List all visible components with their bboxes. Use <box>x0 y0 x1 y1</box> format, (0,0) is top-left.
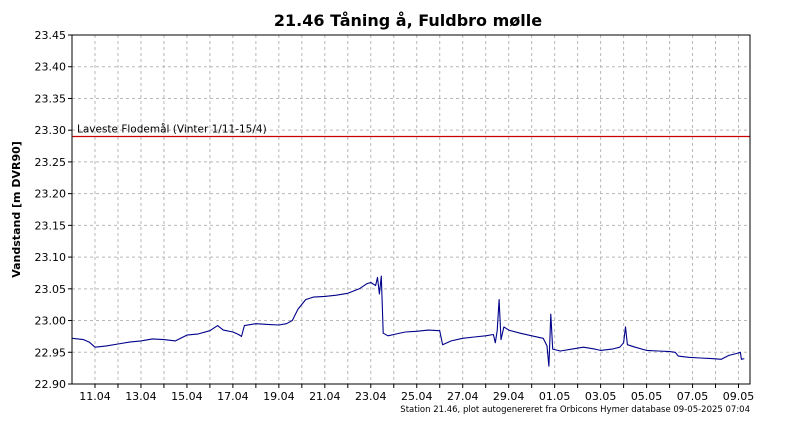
series-group <box>71 275 745 367</box>
reference-line-label: Laveste Flodemål (Vinter 1/11-15/4) <box>77 123 267 136</box>
x-tick-label: 01.05 <box>539 390 571 403</box>
x-tick-label: 03.05 <box>585 390 617 403</box>
y-tick-label: 22.95 <box>35 346 67 359</box>
y-tick-label: 23.15 <box>35 219 67 232</box>
x-tick-label: 09.05 <box>723 390 755 403</box>
y-tick-label: 23.30 <box>35 124 67 137</box>
x-tick-label: 13.04 <box>125 390 157 403</box>
y-tick-label: 23.05 <box>35 283 67 296</box>
y-tick-label: 23.00 <box>35 315 67 328</box>
x-tick-label: 29.04 <box>493 390 525 403</box>
x-tick-label: 23.04 <box>355 390 387 403</box>
y-tick-label: 23.35 <box>35 92 67 105</box>
reference-line-group: Laveste Flodemål (Vinter 1/11-15/4) <box>72 123 750 138</box>
x-tick-label: 21.04 <box>309 390 341 403</box>
x-tick-label: 07.05 <box>677 390 709 403</box>
series-line <box>71 275 745 367</box>
y-axis-label: Vandstand [m DVR90] <box>10 141 23 278</box>
y-tick-label: 23.10 <box>35 251 67 264</box>
y-axis-ticks: 22.90 22.95 23.00 23.05 23.10 23.15 23.20 23.25… <box>35 29 72 391</box>
x-tick-label: 27.04 <box>447 390 479 403</box>
y-tick-label: 22.90 <box>35 378 67 391</box>
plot-frame <box>71 34 751 385</box>
x-tick-label: 05.05 <box>631 390 663 403</box>
x-tick-label: 15.04 <box>171 390 203 403</box>
x-tick-label: 25.04 <box>401 390 433 403</box>
x-tick-label: 17.04 <box>217 390 249 403</box>
y-tick-label: 23.40 <box>35 61 67 74</box>
x-axis-ticks: 11.04 13.04 15.04 17.04 19.04 21.04 23.04 25.04… <box>79 384 754 403</box>
x-tick-label: 19.04 <box>263 390 295 403</box>
y-tick-label: 23.20 <box>35 188 67 201</box>
x-tick-label: 11.04 <box>79 390 111 403</box>
chart-title: 21.46 Tåning å, Fuldbro mølle <box>274 11 542 30</box>
y-tick-label: 23.25 <box>35 156 67 169</box>
chart-footer-note: Station 21.46, plot autogenereret fra Or… <box>400 405 750 415</box>
y-tick-label: 23.45 <box>35 29 67 42</box>
grid <box>72 35 750 384</box>
